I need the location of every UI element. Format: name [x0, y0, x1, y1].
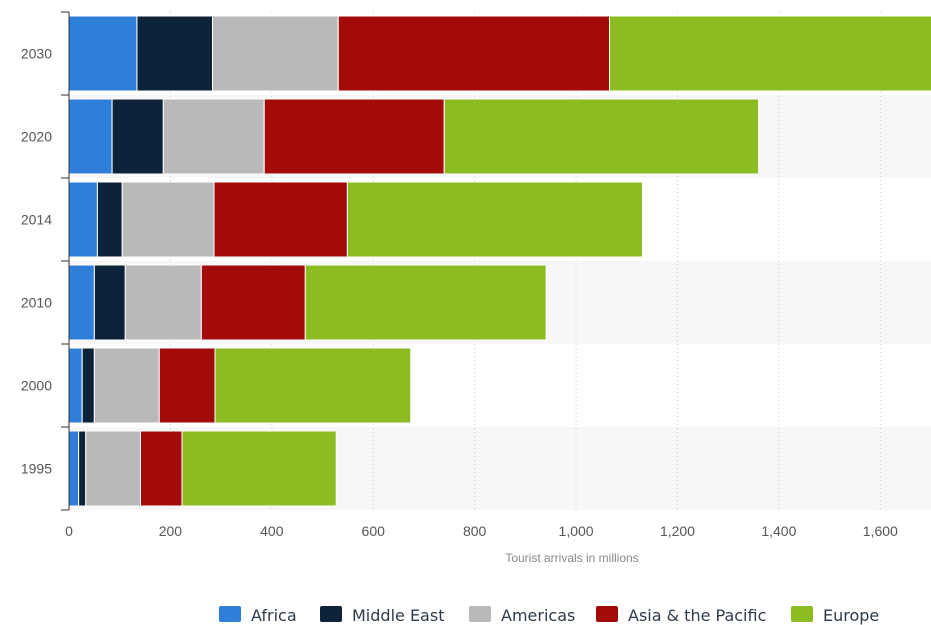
- legend-swatch: [469, 606, 491, 622]
- bar-segment[interactable]: [609, 15, 931, 92]
- bar-segment[interactable]: [68, 15, 138, 92]
- bar-segment[interactable]: [68, 430, 80, 507]
- bar-segment[interactable]: [181, 430, 337, 507]
- bar-segment[interactable]: [443, 98, 760, 175]
- legend-swatch: [219, 606, 241, 622]
- bar-segment[interactable]: [263, 98, 445, 175]
- x-tick-label: 400: [260, 523, 284, 539]
- bar-segment[interactable]: [93, 264, 126, 341]
- legend-swatch: [596, 606, 618, 622]
- bar-segment[interactable]: [213, 181, 348, 258]
- x-axis-title: Tourist arrivals in millions: [505, 551, 638, 565]
- legend-swatch: [791, 606, 813, 622]
- y-tick-labels: 2030 2020 2014 2010 2000 1995: [21, 46, 52, 477]
- bar-segment[interactable]: [85, 430, 141, 507]
- legend: Africa Middle East Americas Asia & the Paci…: [219, 606, 879, 625]
- bar-segment[interactable]: [93, 347, 160, 424]
- bar-segment[interactable]: [121, 181, 215, 258]
- bar-segment[interactable]: [111, 98, 164, 175]
- x-tick-label: 1,600: [863, 523, 898, 539]
- y-tick-label: 1995: [21, 461, 52, 477]
- x-tick-label: 1,400: [761, 523, 796, 539]
- bar-segment[interactable]: [346, 181, 643, 258]
- legend-label: Middle East: [352, 606, 444, 625]
- legend-label: Americas: [501, 606, 575, 625]
- x-tick-label: 600: [362, 523, 386, 539]
- x-tick-label: 0: [65, 523, 73, 539]
- bar-segment[interactable]: [96, 181, 123, 258]
- axes: [61, 11, 70, 511]
- legend-label: Africa: [251, 606, 297, 625]
- x-tick-label: 800: [463, 523, 487, 539]
- bar-segment[interactable]: [214, 347, 412, 424]
- y-tick-label: 2014: [21, 212, 52, 228]
- bar-segment[interactable]: [304, 264, 547, 341]
- y-tick-label: 2000: [21, 378, 52, 394]
- x-tick-label: 1,000: [559, 523, 594, 539]
- bar-segment[interactable]: [139, 430, 183, 507]
- bar-segment[interactable]: [68, 347, 83, 424]
- bar-segment[interactable]: [162, 98, 265, 175]
- bar-segment[interactable]: [68, 181, 98, 258]
- bar-segment[interactable]: [211, 15, 339, 92]
- bar-segment[interactable]: [68, 98, 113, 175]
- bar-segment[interactable]: [200, 264, 306, 341]
- bars: [68, 15, 931, 507]
- gridlines: [169, 12, 881, 510]
- legend-label: Europe: [823, 606, 879, 625]
- bar-segment[interactable]: [81, 347, 95, 424]
- legend-item[interactable]: Asia & the Pacific: [596, 606, 766, 625]
- legend-swatch: [320, 606, 342, 622]
- x-tick-label: 1,200: [660, 523, 695, 539]
- bar-segment[interactable]: [124, 264, 202, 341]
- y-tick-label: 2010: [21, 295, 52, 311]
- legend-label: Asia & the Pacific: [628, 606, 766, 625]
- legend-item[interactable]: Middle East: [320, 606, 444, 625]
- bar-segment[interactable]: [68, 264, 95, 341]
- legend-item[interactable]: Europe: [791, 606, 879, 625]
- x-tick-label: 200: [159, 523, 183, 539]
- bar-segment[interactable]: [78, 430, 87, 507]
- bar-segment[interactable]: [337, 15, 611, 92]
- y-tick-label: 2030: [21, 46, 52, 62]
- legend-item[interactable]: Africa: [219, 606, 297, 625]
- y-tick-label: 2020: [21, 129, 52, 145]
- bar-segment[interactable]: [136, 15, 213, 92]
- bar-segment[interactable]: [158, 347, 216, 424]
- x-tick-labels: 0 200 400 600 800 1,000 1,200 1,400 1,600: [65, 523, 898, 539]
- legend-item[interactable]: Americas: [469, 606, 575, 625]
